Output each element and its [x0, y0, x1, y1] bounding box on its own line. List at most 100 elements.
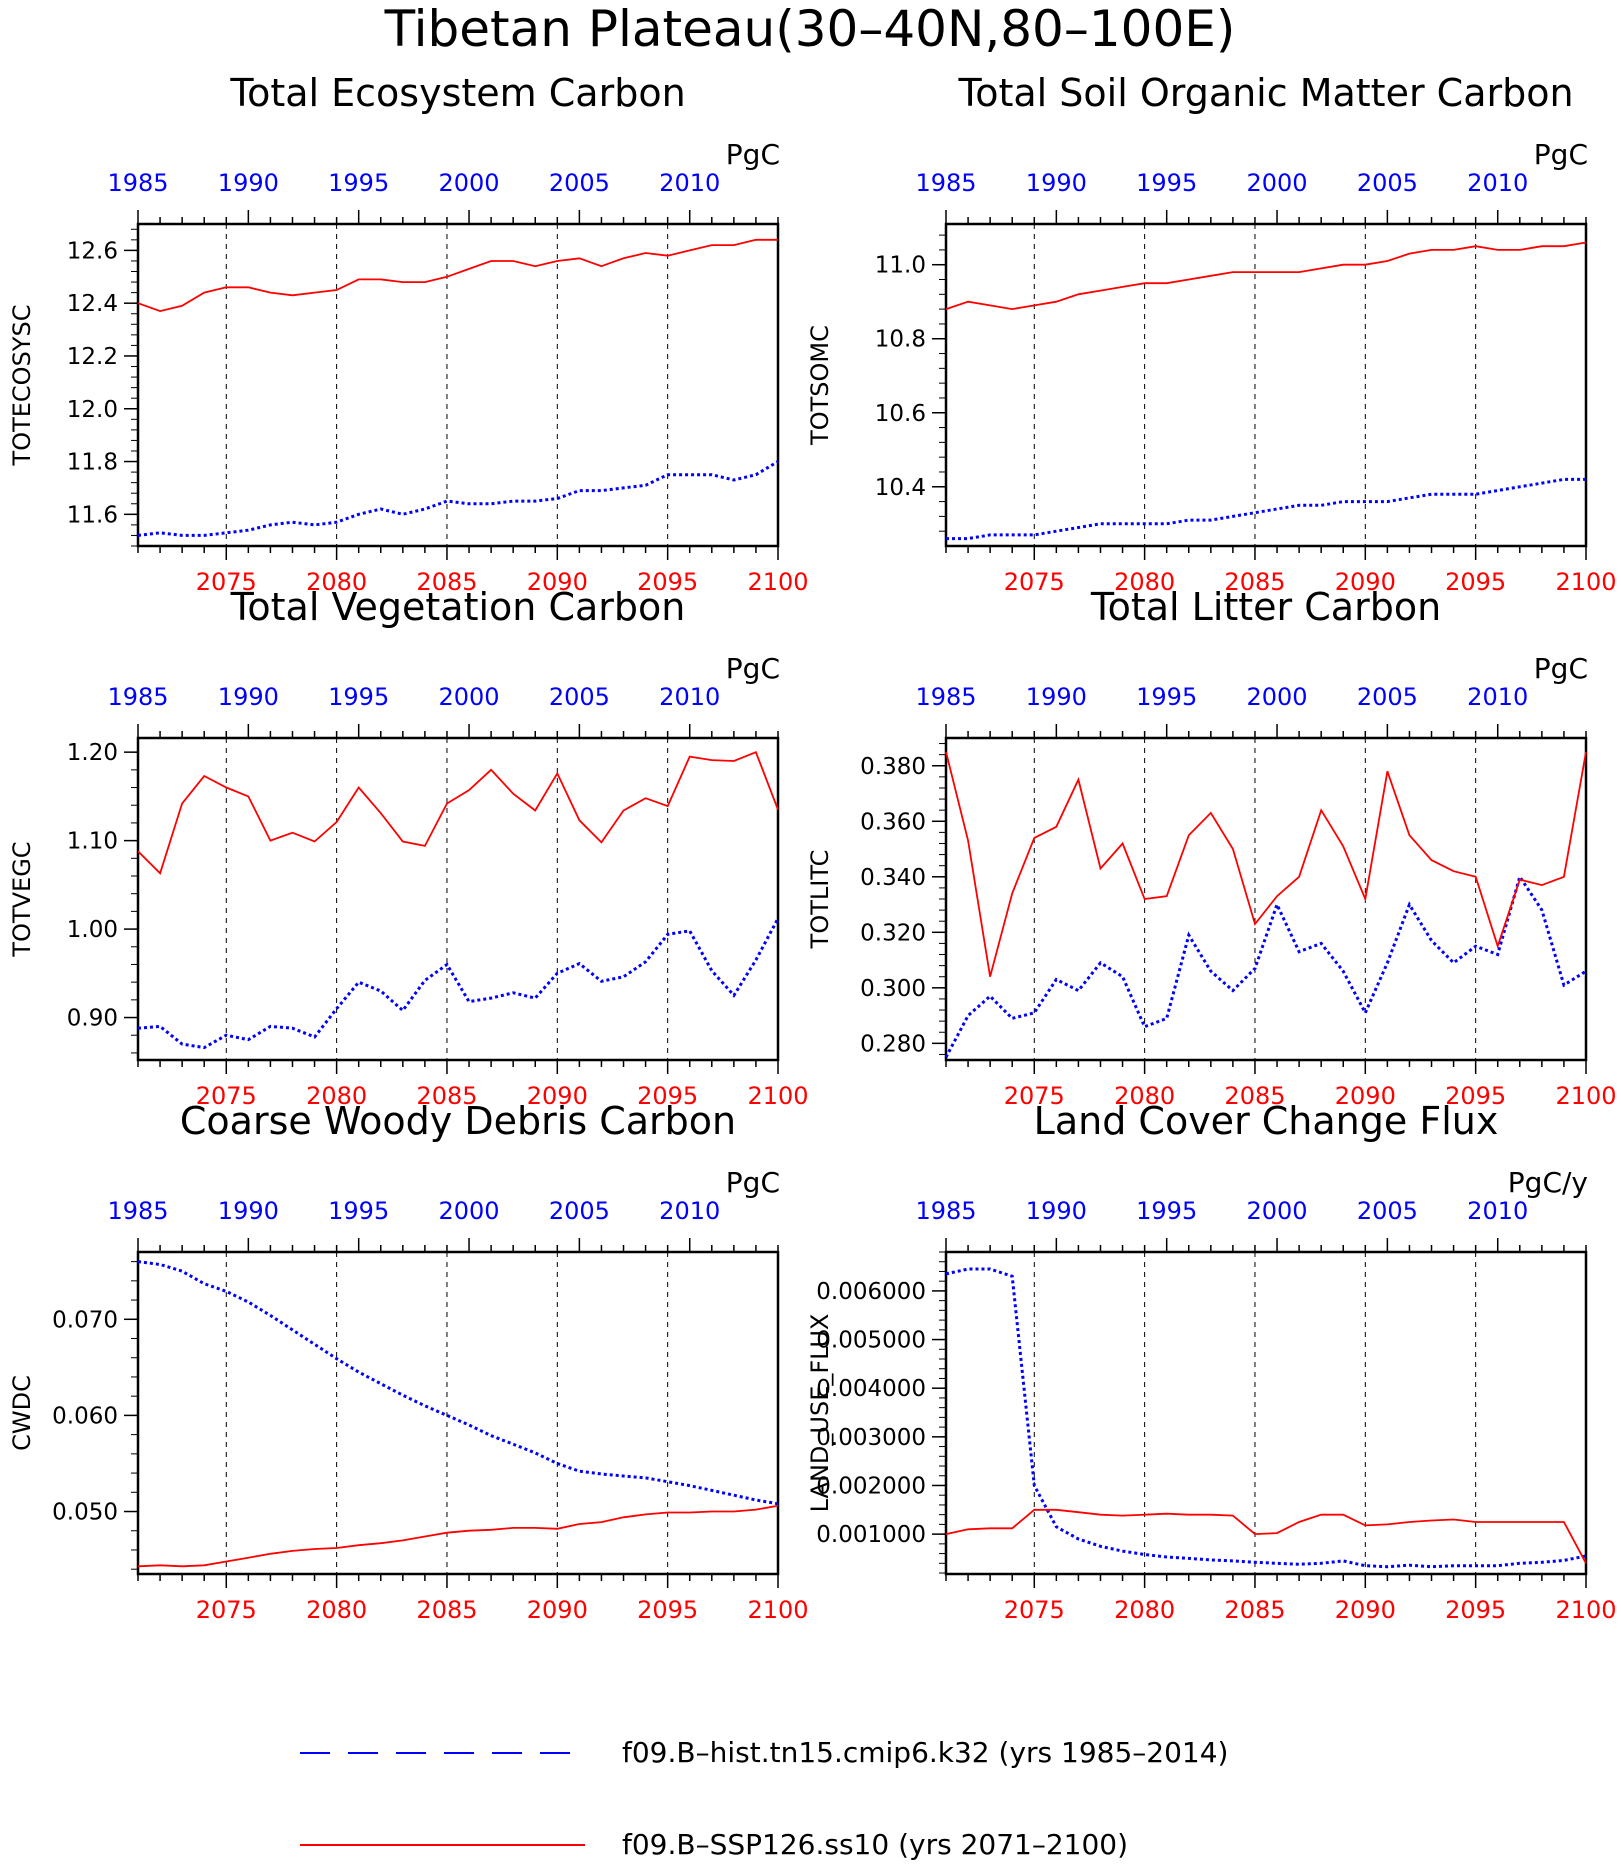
y-tick-label: 0.001000: [816, 1522, 926, 1548]
x-top-tick-label: 2010: [659, 1197, 720, 1225]
units-label: PgC: [726, 1166, 780, 1199]
x-bottom-tick-label: 2095: [1445, 1082, 1506, 1110]
x-top-tick-label: 2000: [438, 169, 499, 197]
x-top-tick-label: 2010: [1467, 169, 1528, 197]
x-top-tick-label: 1995: [328, 683, 389, 711]
x-bottom-tick-label: 2100: [1555, 1082, 1616, 1110]
y-tick-label: 0.002000: [816, 1473, 926, 1499]
plot-frame: [944, 736, 1588, 1062]
x-top-tick-label: 1990: [218, 683, 279, 711]
x-bottom-tick-label: 2075: [1004, 568, 1065, 596]
x-bottom-tick-label: 2085: [416, 1596, 477, 1624]
chart-panel-3: Total Vegetation Carbon PgC 2075 2080 2085 20…: [8, 585, 809, 1110]
x-top-tick-label: 1985: [915, 169, 976, 197]
y-tick-label: 1.10: [67, 829, 118, 855]
x-top-tick-label: 1985: [107, 1197, 168, 1225]
x-top-tick-label: 1995: [1136, 169, 1197, 197]
y-tick-label: 0.380: [860, 754, 926, 780]
x-bottom-tick-label: 2080: [1114, 1596, 1175, 1624]
y-axis-label: TOTLITC: [806, 850, 834, 950]
panel-title: Total Ecosystem Carbon: [229, 71, 685, 115]
x-top-tick-label: 2010: [1467, 683, 1528, 711]
y-tick-label: 0.90: [67, 1006, 118, 1032]
plot-frame: [136, 736, 780, 1062]
x-bottom-tick-label: 2090: [527, 1082, 588, 1110]
panel-title: Total Soil Organic Matter Carbon: [957, 71, 1573, 115]
y-tick-label: 12.2: [67, 344, 118, 370]
y-tick-label: 0.060: [52, 1403, 118, 1429]
y-tick-label: 0.320: [860, 920, 926, 946]
series-hist-line: [946, 477, 1586, 541]
x-top-tick-label: 2010: [659, 683, 720, 711]
x-bottom-tick-label: 2080: [306, 1082, 367, 1110]
y-tick-label: 12.4: [67, 291, 118, 317]
y-tick-label: 10.4: [875, 475, 926, 501]
chart-panel-6: Land Cover Change Flux PgC/y 2075 2080 2085 2…: [806, 1099, 1617, 1624]
series-hist-line: [137, 460, 779, 537]
x-bottom-tick-label: 2080: [306, 1596, 367, 1624]
chart-panel-2: Total Soil Organic Matter Carbon PgC 2075 2…: [806, 71, 1617, 596]
series-ssp-line: [137, 238, 778, 313]
x-top-tick-label: 2005: [1357, 1197, 1418, 1225]
x-bottom-tick-label: 2075: [196, 568, 257, 596]
panels: Total Ecosystem Carbon PgC 2075 2080 2085 209…: [8, 71, 1617, 1624]
y-axis-label: CWDC: [8, 1375, 36, 1451]
x-bottom-tick-label: 2075: [1004, 1596, 1065, 1624]
x-bottom-tick-label: 2080: [306, 568, 367, 596]
units-label: PgC/y: [1508, 1166, 1588, 1199]
x-bottom-tick-label: 2090: [527, 1596, 588, 1624]
units-label: PgC: [1534, 138, 1588, 171]
x-top-tick-label: 1995: [1136, 1197, 1197, 1225]
y-tick-label: 11.8: [67, 450, 118, 476]
x-top-tick-label: 2000: [438, 683, 499, 711]
y-tick-label: 0.005000: [816, 1328, 926, 1354]
x-bottom-tick-label: 2100: [747, 1082, 808, 1110]
x-bottom-tick-label: 2095: [1445, 568, 1506, 596]
y-axis-label: TOTECOSYSC: [8, 305, 36, 467]
y-tick-label: 12.6: [67, 238, 118, 264]
x-bottom-tick-label: 2085: [416, 1082, 477, 1110]
x-top-tick-label: 2010: [659, 169, 720, 197]
panel-title: Total Litter Carbon: [1090, 585, 1441, 629]
y-tick-label: 0.050: [52, 1500, 118, 1526]
x-top-tick-label: 1985: [915, 683, 976, 711]
y-tick-label: 0.006000: [816, 1279, 926, 1305]
y-tick-label: 0.004000: [816, 1376, 926, 1402]
legend-label-ssp: f09.B–SSP126.ss10 (yrs 2071–2100): [622, 1828, 1128, 1861]
x-bottom-tick-label: 2080: [1114, 568, 1175, 596]
chart-panel-5: Coarse Woody Debris Carbon PgC 2075 2080 208…: [8, 1099, 809, 1624]
x-bottom-tick-label: 2090: [527, 568, 588, 596]
y-axis-label: TOTVEGC: [8, 841, 36, 957]
x-bottom-tick-label: 2085: [1224, 1082, 1285, 1110]
x-top-tick-label: 2000: [1246, 1197, 1307, 1225]
x-bottom-tick-label: 2095: [637, 568, 698, 596]
x-top-tick-label: 1990: [218, 1197, 279, 1225]
x-top-tick-label: 1985: [915, 1197, 976, 1225]
x-top-tick-label: 2000: [1246, 169, 1307, 197]
x-top-tick-label: 2005: [1357, 169, 1418, 197]
y-axis-label: TOTSOMC: [806, 325, 834, 446]
x-top-tick-label: 1990: [1026, 169, 1087, 197]
x-top-tick-label: 1995: [1136, 683, 1197, 711]
x-bottom-tick-label: 2085: [416, 568, 477, 596]
panel-title: Total Vegetation Carbon: [230, 585, 686, 629]
chart-panel-1: Total Ecosystem Carbon PgC 2075 2080 2085 209…: [8, 71, 809, 596]
x-bottom-tick-label: 2100: [747, 568, 808, 596]
x-bottom-tick-label: 2085: [1224, 568, 1285, 596]
x-bottom-tick-label: 2100: [1555, 568, 1616, 596]
series-ssp-line: [137, 751, 779, 875]
units-label: PgC: [1534, 652, 1588, 685]
x-top-tick-label: 2000: [438, 1197, 499, 1225]
x-bottom-tick-label: 2080: [1114, 1082, 1175, 1110]
legend-label-hist: f09.B–hist.tn15.cmip6.k32 (yrs 1985–2014…: [622, 1736, 1228, 1769]
series-ssp-line: [945, 241, 1587, 311]
x-top-tick-label: 1995: [328, 169, 389, 197]
y-tick-label: 1.20: [67, 740, 118, 766]
y-tick-label: 10.6: [875, 401, 926, 427]
y-tick-label: 0.300: [860, 976, 926, 1002]
x-top-tick-label: 1985: [107, 683, 168, 711]
series-ssp-line: [945, 751, 1587, 977]
x-top-tick-label: 1985: [107, 169, 168, 197]
y-tick-label: 1.00: [67, 917, 118, 943]
y-tick-label: 0.280: [860, 1031, 926, 1057]
